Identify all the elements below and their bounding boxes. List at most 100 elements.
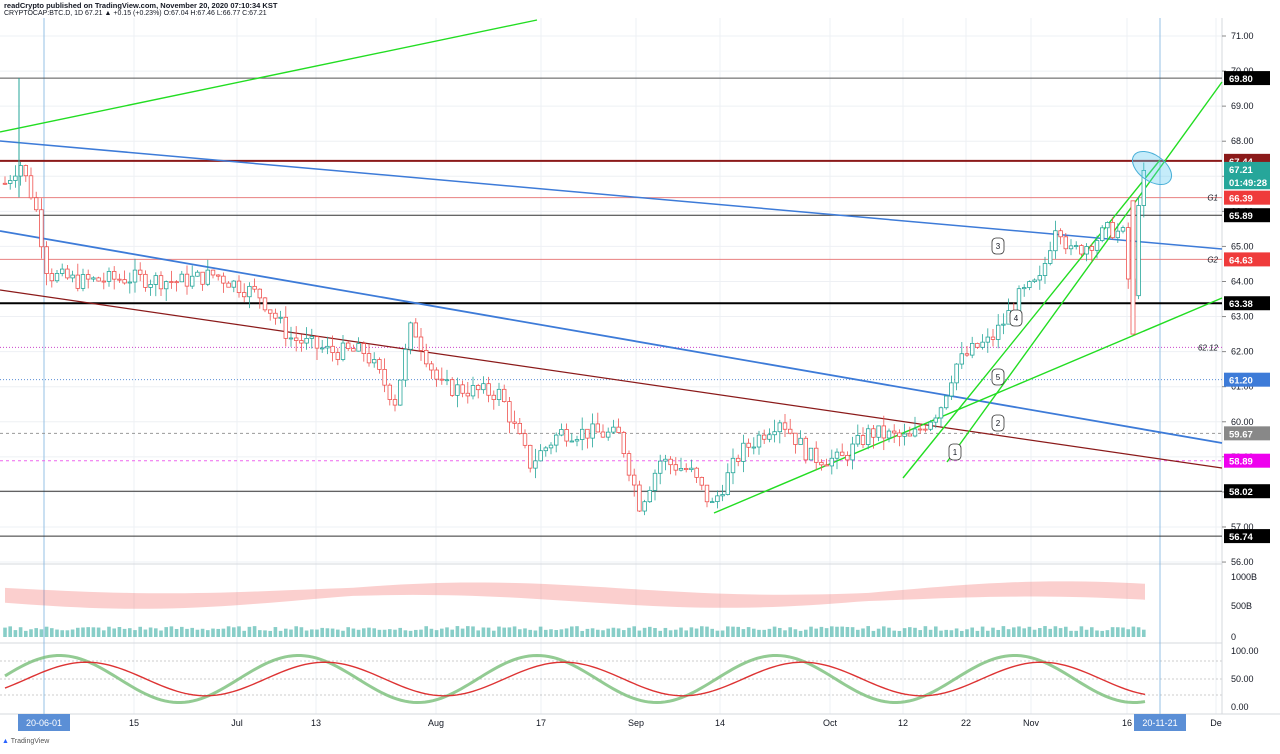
wave-label: 1	[953, 448, 958, 457]
volume-bar	[434, 630, 439, 637]
candle-body	[351, 348, 356, 352]
y-tick-label: 63.00	[1231, 312, 1254, 322]
candle-body	[330, 345, 335, 354]
volume-bar	[502, 627, 506, 637]
candle-body	[964, 353, 970, 356]
x-tick-label: 16	[1122, 718, 1132, 728]
candle-body	[189, 275, 195, 287]
candle-body	[137, 269, 143, 275]
candle-body	[512, 421, 517, 424]
y-tick-label: 71.00	[1231, 31, 1254, 41]
candle-body	[881, 425, 886, 439]
candle-body	[720, 494, 725, 497]
volume-bar	[1084, 629, 1089, 637]
y-tick-label: 61.00	[1231, 382, 1254, 392]
volume-bar	[247, 626, 252, 637]
volume-bar	[850, 627, 855, 637]
candle-body	[689, 467, 694, 470]
x-tick-label: Oct	[823, 718, 838, 728]
volume-bar	[148, 627, 153, 637]
candle-body	[580, 428, 585, 440]
candle-body	[678, 468, 684, 471]
candle-body	[954, 363, 959, 384]
volume-bar	[767, 628, 772, 637]
volume-bar	[1022, 628, 1026, 637]
horizontal-levels	[0, 77, 1222, 537]
candle-body	[356, 343, 361, 352]
volume-bar	[450, 629, 454, 637]
volume-bar	[960, 630, 964, 637]
candle-body	[642, 501, 647, 512]
volume-bar	[757, 629, 761, 637]
candle-body	[892, 430, 897, 434]
price-label: 56.74	[1229, 532, 1253, 543]
brand-label: TradingView	[10, 738, 50, 745]
price-label: 61.20	[1229, 376, 1253, 387]
volume-bar	[1079, 626, 1084, 637]
candle-body	[345, 342, 351, 349]
volume-bar	[533, 630, 538, 637]
candle-body	[221, 275, 226, 284]
volume-bar	[3, 627, 7, 637]
candle-body	[975, 342, 980, 348]
volume-bar	[908, 627, 912, 637]
y-tick-label: 64.00	[1231, 276, 1254, 286]
volume-bar	[882, 626, 886, 637]
x-tick-label: 12	[898, 718, 908, 728]
volume-bar	[741, 629, 746, 637]
candle-body	[1130, 200, 1136, 335]
volume-bar	[793, 629, 798, 637]
volume-bar	[242, 630, 246, 637]
volume-bar	[554, 630, 558, 637]
price-label-box	[1224, 296, 1270, 311]
volume-bar	[809, 626, 813, 637]
volume-bar	[778, 627, 782, 637]
candle-body	[538, 450, 543, 462]
volume-bar	[304, 630, 309, 637]
volume-bar	[200, 628, 205, 637]
wave-label: 2	[996, 419, 1001, 428]
volume-bar	[24, 630, 28, 637]
candle-body	[299, 340, 304, 344]
candle-body	[980, 341, 985, 348]
volume-bar	[1100, 630, 1104, 637]
volume-bar	[1027, 626, 1032, 637]
candle-body	[226, 282, 231, 288]
volume-bar	[866, 626, 870, 637]
volume-bar	[315, 629, 319, 637]
candle-body	[319, 347, 325, 350]
volume-bar	[1048, 628, 1052, 637]
candle-body	[595, 423, 600, 433]
volume-bar	[1012, 627, 1016, 637]
volume-bar	[1136, 627, 1141, 637]
volume-bar	[746, 627, 751, 637]
volume-bar	[590, 628, 595, 637]
candle-body	[153, 275, 158, 285]
volume-bar	[1038, 628, 1042, 637]
candle-body	[907, 433, 912, 437]
candle-body	[127, 281, 132, 284]
candle-body	[1084, 246, 1089, 255]
candle-body	[897, 432, 902, 437]
volume-bar	[263, 630, 267, 637]
volume-bar	[143, 629, 148, 637]
volume-bar	[798, 630, 803, 637]
candle-body	[1120, 227, 1126, 232]
candle-body	[106, 271, 112, 282]
y-tick-label: 56.00	[1231, 557, 1254, 567]
x-tick-label: De	[1210, 718, 1222, 728]
volume-bar	[897, 630, 902, 637]
candle-body	[382, 369, 387, 386]
x-tick-label: Sep	[628, 718, 644, 728]
volume-bar	[570, 626, 574, 637]
x-tick-label: Jul	[231, 718, 243, 728]
wave-callout	[948, 443, 962, 461]
candle-body	[996, 324, 1001, 340]
volume-bar	[606, 628, 610, 637]
candle-body	[834, 451, 840, 459]
volume-bar	[310, 629, 314, 637]
volume-bar	[81, 627, 85, 637]
candle-body	[366, 353, 372, 364]
volume-bar	[1105, 630, 1110, 637]
